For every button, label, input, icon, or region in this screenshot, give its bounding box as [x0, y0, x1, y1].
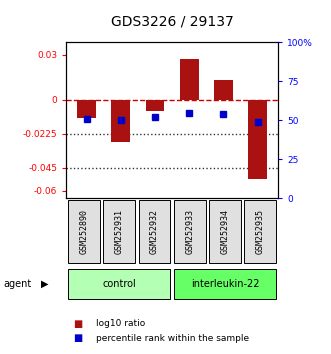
Bar	[112, 100, 130, 142]
Bar	[146, 100, 165, 110]
Bar	[68, 200, 100, 263]
Bar	[103, 200, 135, 263]
Text: GSM252934: GSM252934	[220, 209, 230, 255]
Bar	[138, 200, 170, 263]
Text: percentile rank within the sample: percentile rank within the sample	[96, 333, 249, 343]
Bar	[209, 200, 241, 263]
Bar	[244, 200, 276, 263]
Bar	[68, 269, 170, 299]
Text: ▶: ▶	[41, 279, 48, 289]
Text: ■: ■	[73, 333, 82, 343]
Bar	[214, 80, 233, 100]
Bar	[174, 269, 276, 299]
Text: GSM252932: GSM252932	[150, 209, 159, 255]
Bar	[248, 100, 267, 178]
Text: GSM252931: GSM252931	[115, 209, 124, 255]
Text: control: control	[102, 279, 136, 289]
Text: log10 ratio: log10 ratio	[96, 319, 145, 329]
Text: GSM252935: GSM252935	[256, 209, 265, 255]
Text: interleukin-22: interleukin-22	[191, 279, 259, 289]
Bar	[174, 200, 206, 263]
Text: GSM252933: GSM252933	[185, 209, 194, 255]
Text: GDS3226 / 29137: GDS3226 / 29137	[111, 14, 233, 28]
Text: GSM252890: GSM252890	[79, 209, 88, 255]
Bar	[180, 59, 199, 100]
Text: ■: ■	[73, 319, 82, 329]
Text: agent: agent	[3, 279, 31, 289]
Bar	[77, 100, 96, 118]
